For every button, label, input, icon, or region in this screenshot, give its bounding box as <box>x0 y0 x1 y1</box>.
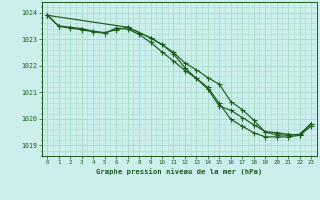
X-axis label: Graphe pression niveau de la mer (hPa): Graphe pression niveau de la mer (hPa) <box>96 168 262 175</box>
